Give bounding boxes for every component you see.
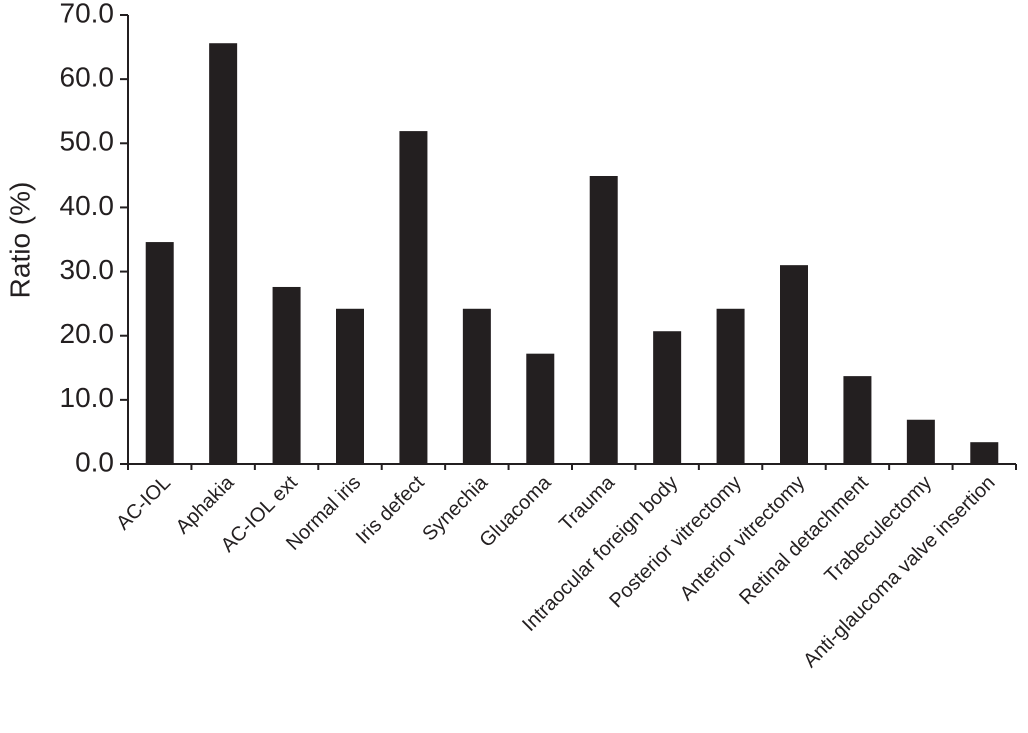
y-tick-label: 70.0 bbox=[60, 0, 115, 28]
y-tick-label: 40.0 bbox=[60, 190, 115, 221]
y-tick-label: 0.0 bbox=[75, 446, 114, 477]
y-tick-label: 10.0 bbox=[60, 382, 115, 413]
bar bbox=[716, 308, 745, 464]
bar bbox=[462, 308, 491, 464]
bar bbox=[209, 43, 238, 464]
bar bbox=[780, 265, 808, 464]
bar bbox=[970, 442, 999, 464]
bar bbox=[653, 331, 682, 464]
bar bbox=[589, 175, 618, 464]
y-tick-label: 50.0 bbox=[60, 126, 115, 157]
y-tick-label: 60.0 bbox=[60, 62, 115, 93]
bar bbox=[526, 353, 555, 464]
x-tick-label: Trabeculectomy bbox=[820, 472, 936, 588]
bar bbox=[843, 376, 872, 464]
x-tick-label: Iris defect bbox=[352, 471, 429, 548]
bar bbox=[336, 308, 364, 464]
y-axis-label: Ratio (%) bbox=[4, 182, 35, 299]
bar bbox=[272, 286, 301, 464]
x-tick-label: Trauma bbox=[555, 471, 619, 535]
y-tick-label: 30.0 bbox=[60, 254, 115, 285]
bar bbox=[145, 242, 174, 464]
bar bbox=[399, 131, 428, 464]
bar bbox=[906, 419, 935, 464]
x-tick-label: AC-IOL bbox=[112, 472, 175, 535]
y-tick-label: 20.0 bbox=[60, 318, 115, 349]
